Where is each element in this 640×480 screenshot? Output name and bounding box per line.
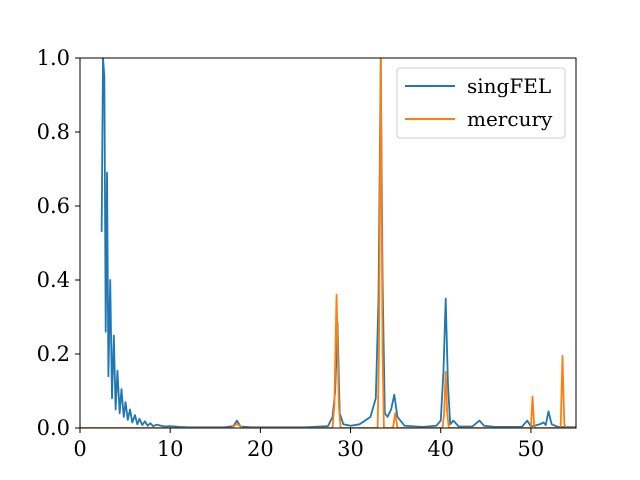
y-tick-label: 0.6: [37, 194, 70, 218]
x-tick-label: 30: [337, 437, 364, 461]
x-tick-label: 10: [157, 437, 184, 461]
legend: singFEL mercury: [396, 67, 566, 139]
x-tick-label: 20: [247, 437, 274, 461]
y-tick-label: 0.8: [37, 120, 70, 144]
legend-label-mercury: mercury: [467, 107, 553, 131]
y-tick-label: 0.4: [37, 268, 70, 292]
series-line-mercury: [80, 58, 576, 428]
x-tick-label: 50: [518, 437, 545, 461]
x-tick-label: 40: [427, 437, 454, 461]
y-tick-label: 0.0: [37, 416, 70, 440]
y-axis: 0.0 0.2 0.4 0.6 0.8 1.0: [37, 46, 80, 440]
series-layer: [80, 58, 576, 428]
legend-label-singfel: singFEL: [467, 74, 551, 98]
x-axis: 0 10 20 30 40 50: [73, 428, 544, 461]
x-tick-label: 0: [73, 437, 86, 461]
plot-frame: [79, 57, 577, 429]
y-tick-label: 0.2: [37, 342, 70, 366]
y-tick-label: 1.0: [37, 46, 70, 70]
